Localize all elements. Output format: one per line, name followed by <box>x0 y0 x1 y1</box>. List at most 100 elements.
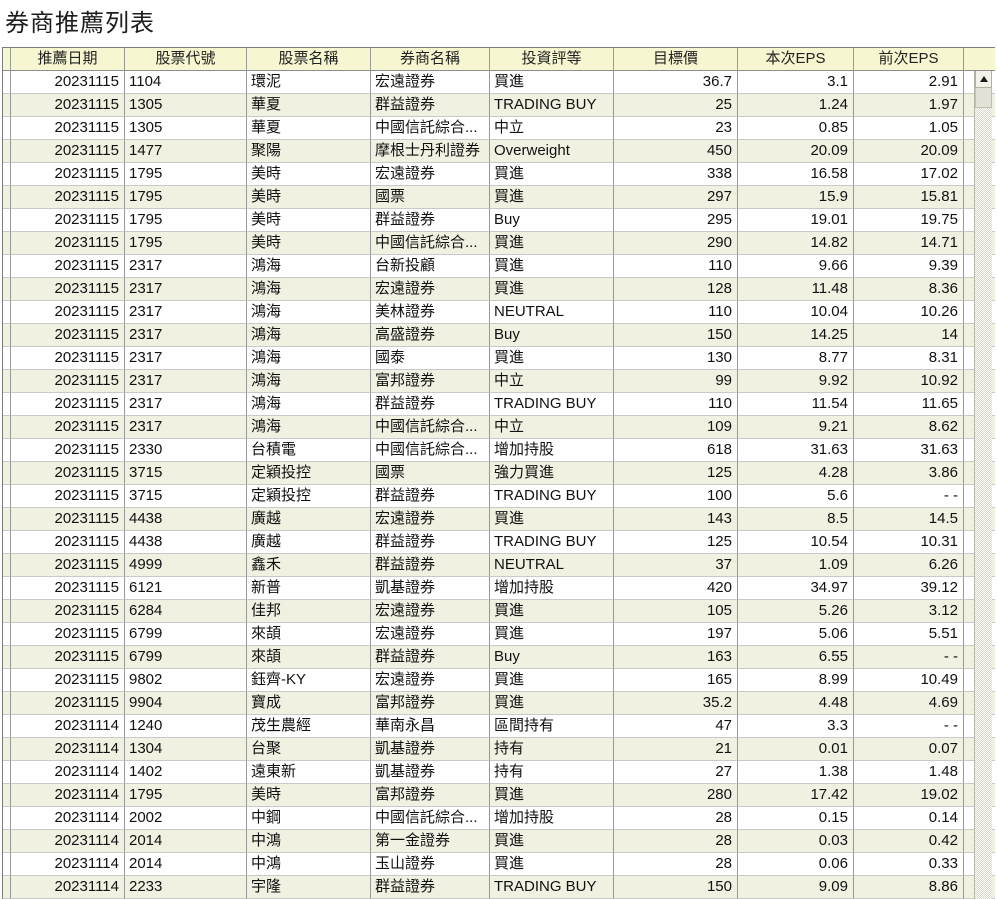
cell-rating: TRADING BUY <box>490 393 614 416</box>
table-row[interactable]: 20231115 2317 鴻海 宏遠證券 買進 128 11.48 8.36 <box>3 278 995 301</box>
row-selector <box>3 646 11 669</box>
table-row[interactable]: 20231114 1795 美時 富邦證券 買進 280 17.42 19.02 <box>3 784 995 807</box>
col-header-rating[interactable]: 投資評等 <box>490 48 614 71</box>
table-row[interactable]: 20231114 1402 遠東新 凱基證券 持有 27 1.38 1.48 <box>3 761 995 784</box>
table-row[interactable]: 20231115 6284 佳邦 宏遠證券 買進 105 5.26 3.12 <box>3 600 995 623</box>
cell-stock-name: 美時 <box>247 209 371 232</box>
col-header-target-price[interactable]: 目標價 <box>614 48 738 71</box>
table-row[interactable]: 20231115 3715 定穎投控 國票 強力買進 125 4.28 3.86 <box>3 462 995 485</box>
cell-rating: Buy <box>490 646 614 669</box>
cell-target-price: 105 <box>614 600 738 623</box>
cell-rating: NEUTRAL <box>490 554 614 577</box>
table-row[interactable]: 20231115 9802 鈺齊-KY 宏遠證券 買進 165 8.99 10.49 <box>3 669 995 692</box>
scroll-up-button[interactable] <box>975 71 992 88</box>
cell-target-price: 25 <box>614 94 738 117</box>
table-row[interactable]: 20231115 9904 寶成 富邦證券 買進 35.2 4.48 4.69 <box>3 692 995 715</box>
table-row[interactable]: 20231115 2317 鴻海 美林證券 NEUTRAL 110 10.04 10.26 <box>3 301 995 324</box>
table-row[interactable]: 20231115 6799 來頡 宏遠證券 買進 197 5.06 5.51 <box>3 623 995 646</box>
cell-rec-date: 20231115 <box>11 94 125 117</box>
col-header-prev-eps[interactable]: 前次EPS <box>854 48 964 71</box>
table-row[interactable]: 20231114 2002 中鋼 中國信託綜合... 增加持股 28 0.15 0.14 <box>3 807 995 830</box>
cell-rating: 買進 <box>490 71 614 94</box>
table-row[interactable]: 20231114 2014 中鴻 玉山證券 買進 28 0.06 0.33 <box>3 853 995 876</box>
cell-rec-date: 20231115 <box>11 186 125 209</box>
cell-stock-code: 2317 <box>125 347 247 370</box>
cell-target-price: 28 <box>614 830 738 853</box>
table-row[interactable]: 20231114 2014 中鴻 第一金證券 買進 28 0.03 0.42 <box>3 830 995 853</box>
cell-prev-eps: 10.26 <box>854 301 964 324</box>
table-row[interactable]: 20231114 2233 宇隆 群益證券 TRADING BUY 150 9.09 8.86 <box>3 876 995 899</box>
cell-prev-eps: 10.49 <box>854 669 964 692</box>
scrollbar-thumb[interactable] <box>975 88 992 108</box>
cell-stock-name: 寶成 <box>247 692 371 715</box>
table-row[interactable]: 20231115 2317 鴻海 高盛證券 Buy 150 14.25 14 <box>3 324 995 347</box>
table-row[interactable]: 20231115 1305 華夏 中國信託綜合... 中立 23 0.85 1.05 <box>3 117 995 140</box>
col-header-rec-date[interactable]: 推薦日期 <box>11 48 125 71</box>
table-row[interactable]: 20231115 2317 鴻海 台新投顧 買進 110 9.66 9.39 <box>3 255 995 278</box>
row-selector <box>3 186 11 209</box>
table-row[interactable]: 20231115 6799 來頡 群益證券 Buy 163 6.55- - <box>3 646 995 669</box>
cell-stock-name: 中鴻 <box>247 830 371 853</box>
table-row[interactable]: 20231115 1795 美時 群益證券 Buy 295 19.01 19.75 <box>3 209 995 232</box>
cell-stock-name: 中鴻 <box>247 853 371 876</box>
row-selector <box>3 94 11 117</box>
table-row[interactable]: 20231115 4438 廣越 宏遠證券 買進 143 8.5 14.5 <box>3 508 995 531</box>
col-header-broker-name[interactable]: 券商名稱 <box>371 48 490 71</box>
cell-stock-name: 台聚 <box>247 738 371 761</box>
cell-rec-date: 20231115 <box>11 209 125 232</box>
col-header-stock-code[interactable]: 股票代號 <box>125 48 247 71</box>
cell-target-price: 130 <box>614 347 738 370</box>
cell-rec-date: 20231115 <box>11 163 125 186</box>
cell-rating: 區間持有 <box>490 715 614 738</box>
cell-target-price: 128 <box>614 278 738 301</box>
table-row[interactable]: 20231115 2330 台積電 中國信託綜合... 增加持股 618 31.63 31.6… <box>3 439 995 462</box>
cell-target-price: 100 <box>614 485 738 508</box>
cell-target-price: 280 <box>614 784 738 807</box>
cell-target-price: 165 <box>614 669 738 692</box>
cell-target-price: 110 <box>614 393 738 416</box>
table-row[interactable]: 20231115 1305 華夏 群益證券 TRADING BUY 25 1.24 1.97 <box>3 94 995 117</box>
table-row[interactable]: 20231115 2317 鴻海 中國信託綜合... 中立 109 9.21 8.62 <box>3 416 995 439</box>
cell-target-price: 109 <box>614 416 738 439</box>
cell-broker-name: 國票 <box>371 186 490 209</box>
cell-prev-eps: 14 <box>854 324 964 347</box>
cell-stock-name: 來頡 <box>247 646 371 669</box>
cell-stock-code: 9904 <box>125 692 247 715</box>
cell-stock-name: 茂生農經 <box>247 715 371 738</box>
cell-broker-name: 群益證券 <box>371 94 490 117</box>
cell-current-eps: 0.15 <box>738 807 854 830</box>
cell-stock-code: 1477 <box>125 140 247 163</box>
cell-broker-name: 群益證券 <box>371 554 490 577</box>
table-row[interactable]: 20231115 2317 鴻海 群益證券 TRADING BUY 110 11.54 11.… <box>3 393 995 416</box>
cell-current-eps: 20.09 <box>738 140 854 163</box>
table-row[interactable]: 20231115 1795 美時 國票 買進 297 15.9 15.81 <box>3 186 995 209</box>
table-row[interactable]: 20231115 3715 定穎投控 群益證券 TRADING BUY 100 5.6- - <box>3 485 995 508</box>
col-header-stock-name[interactable]: 股票名稱 <box>247 48 371 71</box>
table-row[interactable]: 20231114 1240 茂生農經 華南永昌 區間持有 47 3.3- - <box>3 715 995 738</box>
cell-prev-eps: 8.36 <box>854 278 964 301</box>
cell-rating: TRADING BUY <box>490 531 614 554</box>
table-row[interactable]: 20231115 6121 新普 凱基證券 增加持股 420 34.97 39.12 <box>3 577 995 600</box>
cell-prev-eps: 9.39 <box>854 255 964 278</box>
cell-rec-date: 20231114 <box>11 715 125 738</box>
cell-stock-name: 鴻海 <box>247 393 371 416</box>
vertical-scrollbar[interactable] <box>974 71 992 899</box>
cell-current-eps: 1.09 <box>738 554 854 577</box>
cell-stock-code: 1402 <box>125 761 247 784</box>
table-row[interactable]: 20231115 4438 廣越 群益證券 TRADING BUY 125 10.54 10.… <box>3 531 995 554</box>
table-row[interactable]: 20231115 4999 鑫禾 群益證券 NEUTRAL 37 1.09 6.26 <box>3 554 995 577</box>
table-row[interactable]: 20231115 1795 美時 中國信託綜合... 買進 290 14.82 14.71 <box>3 232 995 255</box>
cell-current-eps: 1.24 <box>738 94 854 117</box>
table-row[interactable]: 20231115 2317 鴻海 國泰 買進 130 8.77 8.31 <box>3 347 995 370</box>
table-row[interactable]: 20231115 2317 鴻海 富邦證券 中立 99 9.92 10.92 <box>3 370 995 393</box>
cell-target-price: 21 <box>614 738 738 761</box>
table-row[interactable]: 20231115 1477 聚陽 摩根士丹利證券 Overweight 450 20.09 2… <box>3 140 995 163</box>
table-row[interactable]: 20231115 1104 環泥 宏遠證券 買進 36.7 3.1 2.91 <box>3 71 995 94</box>
col-header-current-eps[interactable]: 本次EPS <box>738 48 854 71</box>
table-row[interactable]: 20231115 1795 美時 宏遠證券 買進 338 16.58 17.02 <box>3 163 995 186</box>
cell-rec-date: 20231115 <box>11 232 125 255</box>
table-row[interactable]: 20231114 1304 台聚 凱基證券 持有 21 0.01 0.07 <box>3 738 995 761</box>
cell-stock-name: 來頡 <box>247 623 371 646</box>
cell-prev-eps: 11.65 <box>854 393 964 416</box>
cell-stock-code: 2317 <box>125 278 247 301</box>
